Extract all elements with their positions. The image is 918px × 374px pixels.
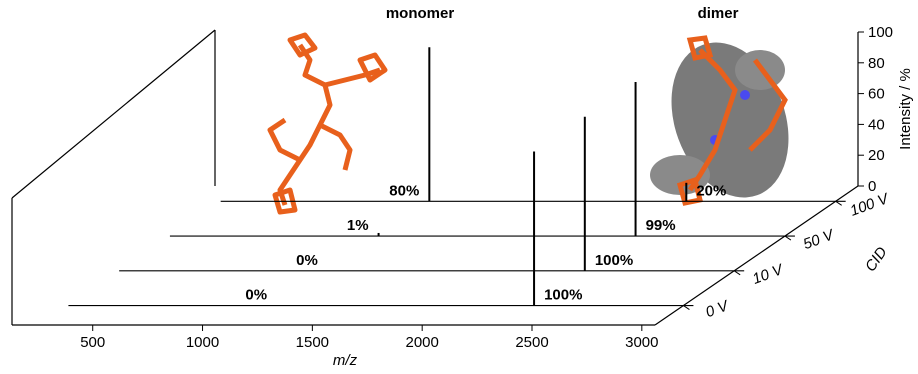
monomer-structure	[270, 35, 385, 212]
value-label: 0%	[245, 287, 267, 304]
dimer-structure	[650, 26, 809, 214]
value-label: 0%	[296, 252, 318, 269]
y-tick-label: 20	[868, 147, 885, 164]
depth-tick-label: 10 V	[750, 261, 787, 288]
y-axis-label: Intensity / %	[897, 68, 914, 150]
chart: monomer dimer m/z Intensity / % CID 500 1…	[0, 0, 918, 374]
value-label: 80%	[389, 182, 419, 199]
x-tick-label: 1000	[186, 334, 219, 351]
y-tick-label: 60	[868, 86, 885, 103]
frame-edge	[12, 30, 215, 198]
y-tick-label: 40	[868, 116, 885, 133]
value-label: 100%	[595, 252, 633, 269]
y-tick-label: 0	[868, 178, 876, 195]
x-tick-label: 3000	[625, 334, 658, 351]
x-tick-label: 2500	[515, 334, 548, 351]
page: monomer dimer m/z Intensity / % CID 500 1…	[0, 0, 918, 374]
depth-tick	[836, 201, 842, 205]
y-tick-label: 100	[868, 24, 893, 41]
value-label: 1%	[347, 217, 369, 234]
x-tick-label: 1500	[296, 334, 329, 351]
x-axis-label: m/z	[333, 352, 358, 369]
depth-axis	[655, 186, 858, 325]
depth-axis-label: CID	[862, 244, 891, 275]
annotation: monomer	[386, 5, 455, 22]
depth-tick	[785, 236, 791, 240]
y-tick-label: 80	[868, 55, 885, 72]
value-label: 20%	[696, 182, 726, 199]
value-label: 100%	[544, 287, 582, 304]
depth-tick-label: 0 V	[703, 297, 732, 321]
depth-tick-label: 50 V	[801, 226, 838, 253]
value-label: 99%	[646, 217, 676, 234]
x-tick-label: 2000	[405, 334, 438, 351]
annotation: dimer	[698, 5, 739, 22]
x-tick-label: 500	[80, 334, 105, 351]
